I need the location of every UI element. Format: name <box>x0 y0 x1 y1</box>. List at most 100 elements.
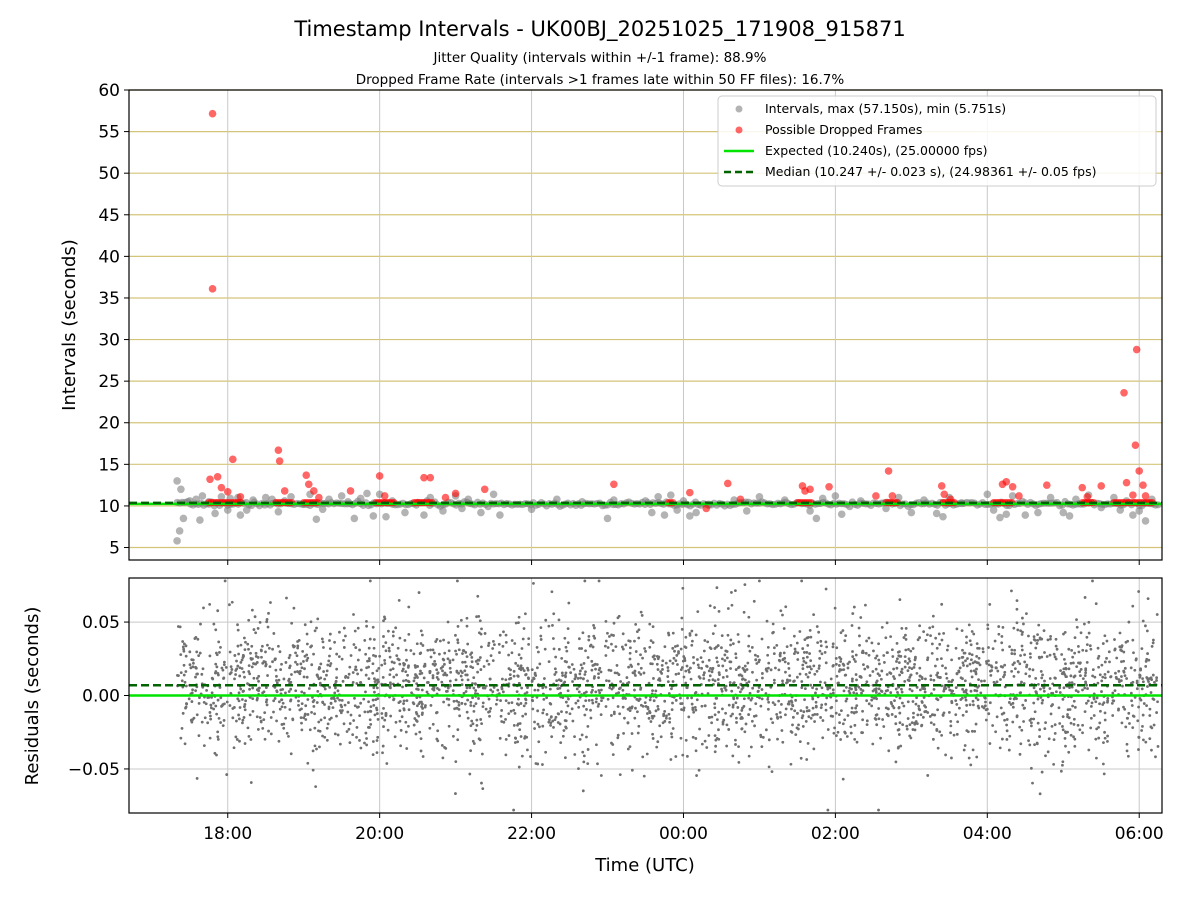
residual-point <box>323 735 327 739</box>
residual-point <box>1078 670 1082 674</box>
residual-point <box>815 669 819 673</box>
residual-point <box>455 652 458 656</box>
residual-point <box>183 680 187 684</box>
residual-point <box>831 691 835 695</box>
residual-point <box>352 643 356 646</box>
residual-point <box>1061 728 1065 732</box>
residual-point <box>631 671 635 675</box>
dropped-frame-point <box>206 475 214 484</box>
residual-point <box>208 711 212 714</box>
residual-point <box>647 716 651 720</box>
residual-point <box>463 702 467 706</box>
residual-point <box>367 700 370 704</box>
residual-point <box>1123 666 1127 670</box>
residual-point <box>965 703 969 707</box>
residual-point <box>809 659 813 663</box>
residual-point <box>353 704 357 708</box>
residual-point <box>239 687 243 691</box>
residual-point <box>551 637 555 640</box>
residual-point <box>844 699 848 703</box>
residual-point <box>882 725 886 728</box>
residual-point <box>895 666 899 670</box>
residual-point <box>431 648 435 652</box>
residual-point <box>1142 702 1146 705</box>
residual-point <box>419 669 422 673</box>
residual-point <box>303 712 307 716</box>
residual-point <box>626 747 630 751</box>
residual-point <box>389 683 392 686</box>
intervals-axes-frame <box>128 89 1163 561</box>
residual-point <box>1015 714 1019 718</box>
residual-point <box>765 619 769 623</box>
residual-point <box>734 738 737 742</box>
residual-point <box>906 717 910 720</box>
residual-point <box>832 731 836 735</box>
residual-point <box>507 712 511 716</box>
residual-point <box>372 653 375 657</box>
residual-point <box>517 765 521 769</box>
residual-point <box>260 644 264 648</box>
residual-point <box>472 742 476 745</box>
residual-point <box>892 675 895 678</box>
residual-point <box>770 770 774 774</box>
residual-point <box>268 665 272 669</box>
residual-point <box>460 701 464 705</box>
residual-point <box>808 671 812 674</box>
residual-point <box>352 613 355 616</box>
residual-point <box>1140 729 1144 732</box>
residual-point <box>800 680 804 683</box>
residual-point <box>302 675 306 679</box>
residual-point <box>475 615 478 619</box>
residual-point <box>969 669 973 673</box>
dropped-frame-point <box>888 492 897 500</box>
residual-point <box>667 633 671 637</box>
residual-point <box>1060 672 1064 676</box>
residual-point <box>510 651 514 655</box>
residual-point <box>1005 729 1009 733</box>
residual-point <box>1076 723 1080 727</box>
residual-point <box>579 676 583 680</box>
residual-point <box>1016 659 1020 663</box>
residual-point <box>325 669 329 673</box>
residual-point <box>1084 668 1088 672</box>
residual-point <box>963 744 967 747</box>
residual-point <box>500 677 504 681</box>
residual-point <box>1149 691 1153 694</box>
residual-point <box>699 656 703 659</box>
residual-point <box>371 698 375 702</box>
residual-point <box>347 672 351 676</box>
residual-point <box>769 717 773 721</box>
residual-point <box>679 647 683 651</box>
residual-point <box>232 706 236 709</box>
residual-point <box>683 645 687 649</box>
residual-point <box>247 664 251 668</box>
residual-point <box>626 721 630 724</box>
residual-point <box>969 763 973 767</box>
residual-point <box>221 668 225 672</box>
residual-point <box>643 647 647 650</box>
residual-point <box>502 720 506 724</box>
residual-point <box>671 680 675 683</box>
residual-point <box>987 663 991 667</box>
residual-point <box>1010 669 1014 673</box>
residual-point <box>974 722 978 726</box>
residual-point <box>372 638 376 641</box>
residual-point <box>429 704 433 707</box>
residual-point <box>517 653 521 657</box>
residual-point <box>310 663 314 667</box>
residual-point <box>1028 652 1032 656</box>
residual-point <box>619 680 623 683</box>
residual-point <box>1054 644 1058 648</box>
residual-point <box>705 746 709 749</box>
residual-point <box>915 696 918 700</box>
residual-point <box>898 711 902 715</box>
residual-point <box>792 634 796 638</box>
residual-point <box>727 728 731 731</box>
residual-point <box>257 679 260 683</box>
residual-point <box>465 616 469 620</box>
legend-marker-dropped <box>735 126 743 134</box>
residual-point <box>920 701 924 704</box>
residual-point <box>389 668 393 672</box>
residual-point <box>1148 714 1152 717</box>
residual-point <box>180 726 184 730</box>
